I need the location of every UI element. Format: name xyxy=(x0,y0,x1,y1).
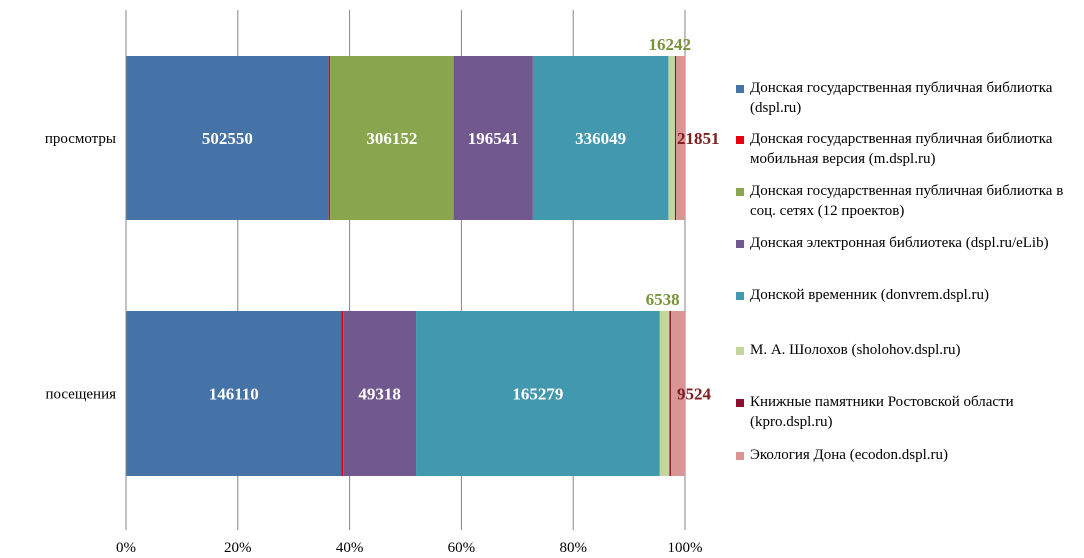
legend-swatch xyxy=(736,188,744,196)
legend-swatch xyxy=(736,399,744,407)
legend-swatch xyxy=(736,452,744,460)
data-label: 146110 xyxy=(209,385,259,404)
bar-segment xyxy=(126,56,329,220)
y-category-label: просмотры xyxy=(45,131,116,147)
legend-swatch xyxy=(736,136,744,144)
bar-segment xyxy=(532,56,669,220)
legend-label: Донская государственная публичная библио… xyxy=(750,80,1053,116)
bar-segment xyxy=(670,311,685,476)
legend-swatch xyxy=(736,240,744,248)
legend-label: Книжные памятники Ростовской области (kp… xyxy=(750,394,1014,430)
legend-label: Донская электронная библиотека (dspl.ru/… xyxy=(750,235,1049,251)
data-label: 49318 xyxy=(358,385,401,404)
data-label: 336049 xyxy=(575,129,626,148)
bar-segment xyxy=(669,311,671,476)
chart-labels: 502550 306152 196541 336049 16242 21851 146110… xyxy=(202,35,720,404)
x-tick-label: 20% xyxy=(224,540,252,556)
data-label: 6538 xyxy=(646,290,680,309)
data-label: 165279 xyxy=(512,385,563,404)
bar-segment xyxy=(330,56,454,220)
legend-label: Экология Дона (ecodon.dspl.ru) xyxy=(750,447,949,463)
x-tick-label: 40% xyxy=(336,540,364,556)
chart-bars xyxy=(126,56,685,476)
data-label: 21851 xyxy=(677,129,720,148)
data-label: 306152 xyxy=(366,129,417,148)
bar-segment xyxy=(668,56,675,220)
y-category-label: посещения xyxy=(45,387,116,403)
legend-label: М. А. Шолохов (sholohov.dspl.ru) xyxy=(750,342,961,358)
legend-swatch xyxy=(736,85,744,93)
bar-segment xyxy=(676,56,685,220)
legend-swatch xyxy=(736,347,744,355)
bar-segment xyxy=(341,311,344,476)
bar-segment xyxy=(343,311,417,476)
data-label: 16242 xyxy=(648,35,691,54)
chart-axis: 0% 20% 40% 60% 80% 100% просмотры посещения xyxy=(45,10,703,556)
bar-segment xyxy=(674,56,677,220)
bar-segment xyxy=(453,56,533,220)
data-label: 9524 xyxy=(677,385,712,404)
legend-label: Донская государственная публичная библио… xyxy=(750,183,1064,219)
data-label: 196541 xyxy=(468,129,519,148)
legend-swatch xyxy=(736,292,744,300)
bar-segment xyxy=(416,311,660,476)
data-label: 502550 xyxy=(202,129,253,148)
bar-segment xyxy=(659,311,670,476)
x-tick-label: 100% xyxy=(668,540,703,556)
legend-label: Донской временник (donvrem.dspl.ru) xyxy=(750,287,990,303)
bar-segment xyxy=(126,311,342,476)
bar-segment xyxy=(328,56,331,220)
x-tick-label: 80% xyxy=(559,540,587,556)
x-tick-label: 60% xyxy=(448,540,476,556)
legend-label: Донская государственная публичная библио… xyxy=(750,131,1053,167)
x-tick-label: 0% xyxy=(116,540,136,556)
